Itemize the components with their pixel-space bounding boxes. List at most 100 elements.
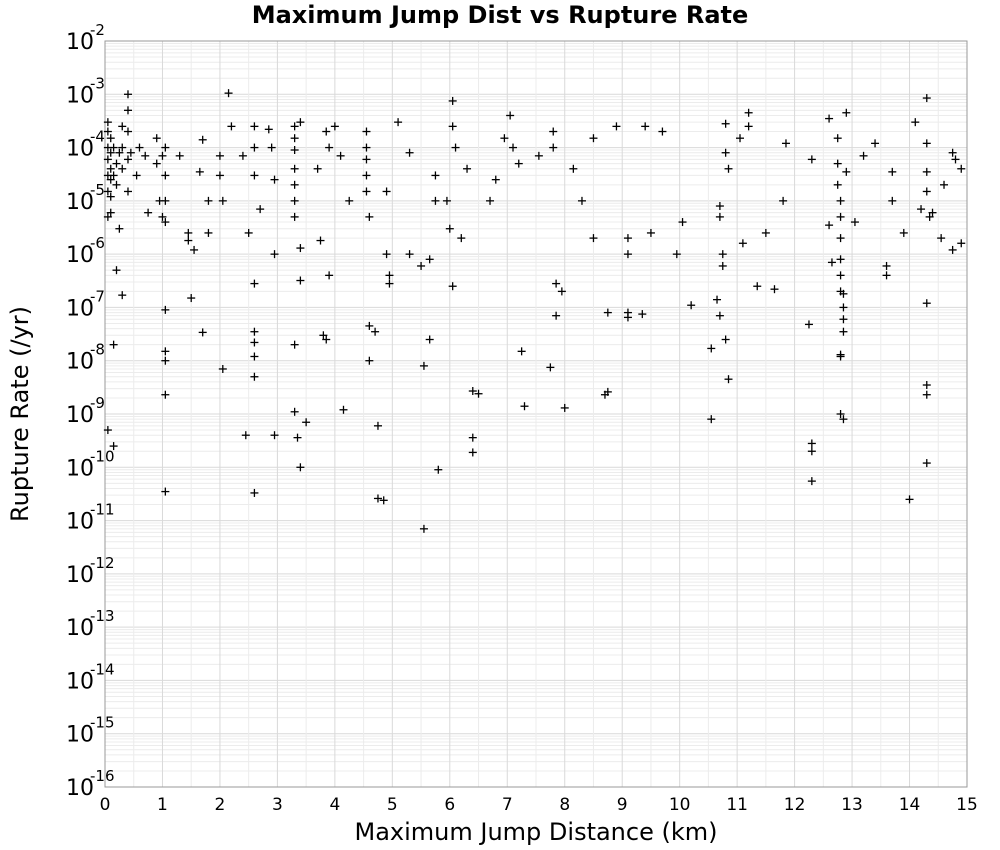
data-point bbox=[641, 122, 650, 131]
x-tick-label: 11 bbox=[726, 795, 748, 815]
data-point bbox=[534, 151, 543, 160]
data-point bbox=[224, 89, 233, 98]
data-point bbox=[290, 122, 299, 131]
data-point bbox=[882, 271, 891, 280]
x-axis-label: Maximum Jump Distance (km) bbox=[355, 818, 718, 846]
data-point bbox=[250, 143, 259, 152]
y-tick-labels: 10-1610-1510-1410-1310-1210-1110-1010-91… bbox=[66, 21, 115, 801]
y-tick-label: 10 bbox=[66, 243, 94, 268]
data-point bbox=[152, 159, 161, 168]
data-point bbox=[753, 282, 762, 291]
data-point bbox=[807, 155, 816, 164]
data-point bbox=[256, 205, 265, 214]
data-point bbox=[468, 448, 477, 457]
data-point bbox=[215, 151, 224, 160]
data-point bbox=[922, 299, 931, 308]
data-point bbox=[612, 122, 621, 131]
data-point bbox=[371, 327, 380, 336]
data-point bbox=[109, 340, 118, 349]
data-point bbox=[302, 418, 311, 427]
data-point bbox=[103, 118, 112, 127]
data-point bbox=[112, 180, 121, 189]
data-point bbox=[313, 164, 322, 173]
data-point bbox=[442, 196, 451, 205]
data-point bbox=[175, 151, 184, 160]
data-point bbox=[158, 151, 167, 160]
data-point bbox=[325, 271, 334, 280]
data-point bbox=[718, 250, 727, 259]
data-point bbox=[871, 139, 880, 148]
x-tick-label: 9 bbox=[617, 795, 628, 815]
data-point bbox=[115, 224, 124, 233]
data-point bbox=[552, 311, 561, 320]
data-point bbox=[807, 439, 816, 448]
y-tick-label: 10 bbox=[66, 563, 94, 588]
data-point bbox=[316, 236, 325, 245]
data-point bbox=[123, 187, 132, 196]
data-point bbox=[509, 143, 518, 152]
y-tick-label: 10 bbox=[66, 350, 94, 375]
data-point bbox=[687, 301, 696, 310]
data-point bbox=[161, 487, 170, 496]
data-point bbox=[126, 148, 135, 157]
data-point bbox=[552, 279, 561, 288]
data-point bbox=[807, 477, 816, 486]
data-point bbox=[161, 347, 170, 356]
x-tick-label: 12 bbox=[784, 795, 806, 815]
data-point bbox=[244, 228, 253, 237]
data-point bbox=[646, 228, 655, 237]
data-point bbox=[132, 171, 141, 180]
x-tick-label: 2 bbox=[215, 795, 226, 815]
y-tick-label: 10 bbox=[66, 403, 94, 428]
y-tick-exponent: -7 bbox=[90, 287, 105, 305]
data-point bbox=[770, 285, 779, 294]
data-point bbox=[394, 118, 403, 127]
data-point bbox=[715, 202, 724, 211]
data-point bbox=[721, 119, 730, 128]
y-tick-label: 10 bbox=[66, 616, 94, 641]
data-point bbox=[738, 239, 747, 248]
data-point bbox=[842, 108, 851, 117]
data-point bbox=[250, 488, 259, 497]
data-point bbox=[270, 250, 279, 259]
data-point bbox=[270, 431, 279, 440]
data-point bbox=[922, 94, 931, 103]
data-point bbox=[957, 239, 966, 248]
data-point bbox=[161, 171, 170, 180]
plot-frame bbox=[104, 40, 968, 788]
data-point bbox=[850, 218, 859, 227]
data-point bbox=[267, 143, 276, 152]
data-point bbox=[623, 234, 632, 243]
data-point bbox=[405, 148, 414, 157]
data-point bbox=[557, 287, 566, 296]
data-point bbox=[825, 114, 834, 123]
data-point bbox=[718, 261, 727, 270]
data-point bbox=[379, 496, 388, 505]
x-tick-label: 7 bbox=[502, 795, 513, 815]
data-point bbox=[123, 90, 132, 99]
x-tick-label: 5 bbox=[387, 795, 398, 815]
data-point bbox=[715, 311, 724, 320]
data-point bbox=[215, 171, 224, 180]
data-point bbox=[888, 196, 897, 205]
data-point bbox=[362, 155, 371, 164]
data-point bbox=[161, 356, 170, 365]
data-point bbox=[123, 106, 132, 115]
data-point bbox=[106, 134, 115, 143]
data-point bbox=[373, 494, 382, 503]
data-point bbox=[112, 266, 121, 275]
data-point bbox=[713, 295, 722, 304]
data-point bbox=[198, 328, 207, 337]
data-point bbox=[779, 196, 788, 205]
data-point bbox=[264, 125, 273, 134]
data-point bbox=[319, 331, 328, 340]
data-point bbox=[290, 407, 299, 416]
data-point bbox=[839, 315, 848, 324]
data-point bbox=[638, 310, 647, 319]
data-point bbox=[385, 279, 394, 288]
data-point bbox=[807, 447, 816, 456]
data-point bbox=[839, 327, 848, 336]
data-point bbox=[603, 308, 612, 317]
data-point bbox=[922, 459, 931, 468]
